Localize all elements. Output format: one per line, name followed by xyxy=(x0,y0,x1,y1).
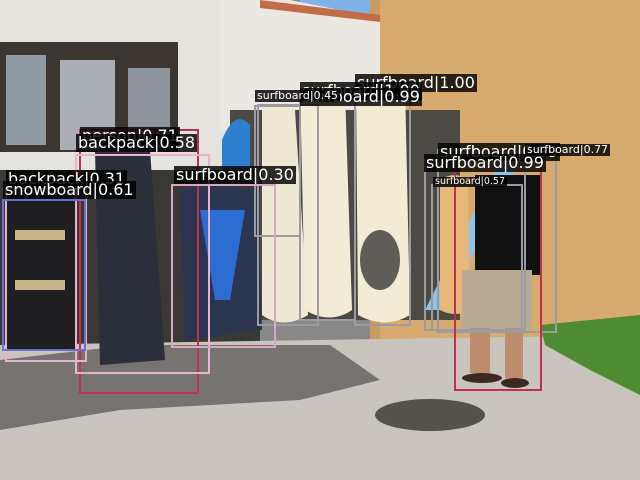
detection-label: snowboard|0.61 xyxy=(3,180,136,199)
detection-label: surfboard|0.77 xyxy=(525,143,611,157)
detection-label: surfboard|0.30 xyxy=(174,165,296,184)
detection-label: surfboard|0.45 xyxy=(255,89,341,103)
detection-label: backpack|0.58 xyxy=(76,133,198,152)
box-snowboard-1 xyxy=(2,199,86,351)
box-surfboard-5 xyxy=(171,184,276,348)
box-backpack-1 xyxy=(75,154,210,374)
detection-label: surfboard|0.57 xyxy=(433,176,508,188)
detection-label: surfboard|0.99 xyxy=(424,153,546,172)
